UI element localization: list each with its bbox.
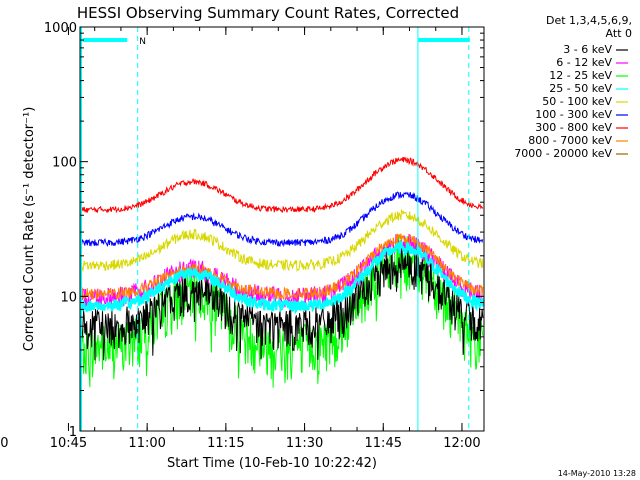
legend-item-label: 12 - 25 keV	[549, 69, 612, 82]
series-layer	[80, 27, 484, 431]
series-line-100-300kev	[80, 191, 484, 248]
plot-area: N	[80, 27, 484, 431]
series-line-50-100kev	[80, 208, 484, 273]
y-tick-label: 1	[69, 425, 77, 440]
legend-header-attenuator: Att 0	[606, 27, 632, 40]
series-line-800-7000kev	[80, 233, 484, 301]
axes-box	[79, 26, 485, 432]
legend-item-label: 300 - 800 keV	[535, 121, 612, 134]
x-tick-label: 10:30	[0, 436, 8, 451]
legend-item-label: 3 - 6 keV	[563, 43, 612, 56]
x-tick-label: 11:30	[286, 436, 323, 451]
x-tick-label: 11:45	[365, 436, 402, 451]
legend-header-detectors: Det 1,3,4,5,6,9,	[546, 14, 632, 27]
x-axis-label: Start Time (10-Feb-10 10:22:42)	[167, 456, 377, 471]
legend-item-label: 6 - 12 keV	[556, 56, 612, 69]
legend-item-label: 7000 - 20000 keV	[514, 147, 612, 160]
legend-item-label: 25 - 50 keV	[549, 82, 612, 95]
y-axis: 1 10 100 1000	[44, 21, 484, 440]
timestamp-stamp: 14-May-2010 13:28	[558, 469, 636, 478]
night-bar-label: N	[139, 37, 146, 47]
legend-item-label: 50 - 100 keV	[542, 95, 612, 108]
legend-item-label: 800 - 7000 keV	[528, 134, 612, 147]
x-tick-label: 12:00	[443, 436, 480, 451]
y-tick-label: 100	[52, 156, 77, 171]
series-line-3-6kev	[80, 246, 484, 361]
y-tick-label: 10	[60, 290, 77, 305]
x-tick-label: 11:15	[207, 436, 244, 451]
x-tick-label: 10:45	[50, 436, 87, 451]
chart-title: HESSI Observing Summary Count Rates, Cor…	[77, 4, 459, 22]
series-line-25-50kev	[80, 240, 484, 315]
y-tick-label: 1000	[44, 21, 77, 36]
x-axis: 10:30 10:45 11:00 11:15 11:30 11:45 12:00	[0, 27, 481, 451]
plot-frame	[79, 26, 485, 432]
y-axis-label: Corrected Count Rate (s⁻¹ detector⁻¹)	[22, 107, 37, 352]
series-line-300-800kev	[80, 156, 484, 214]
legend-item-label: 100 - 300 keV	[535, 108, 612, 121]
x-tick-label: 11:00	[128, 436, 165, 451]
